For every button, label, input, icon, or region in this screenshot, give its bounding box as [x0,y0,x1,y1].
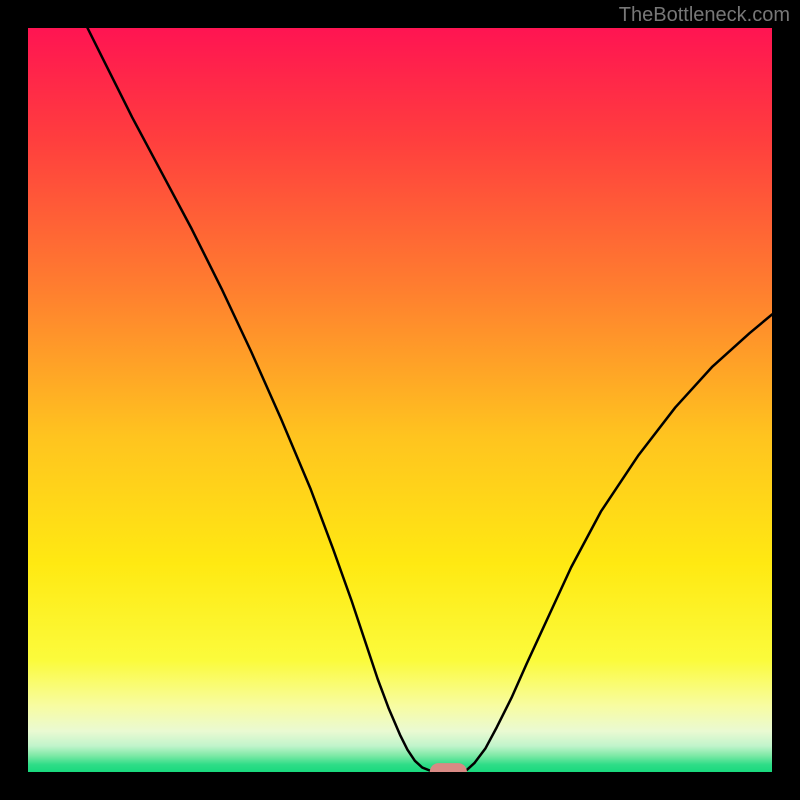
chart-background [28,28,772,772]
bottleneck-chart [28,28,772,772]
chart-svg [28,28,772,772]
optimal-marker [430,763,467,772]
watermark-text: TheBottleneck.com [619,4,790,27]
